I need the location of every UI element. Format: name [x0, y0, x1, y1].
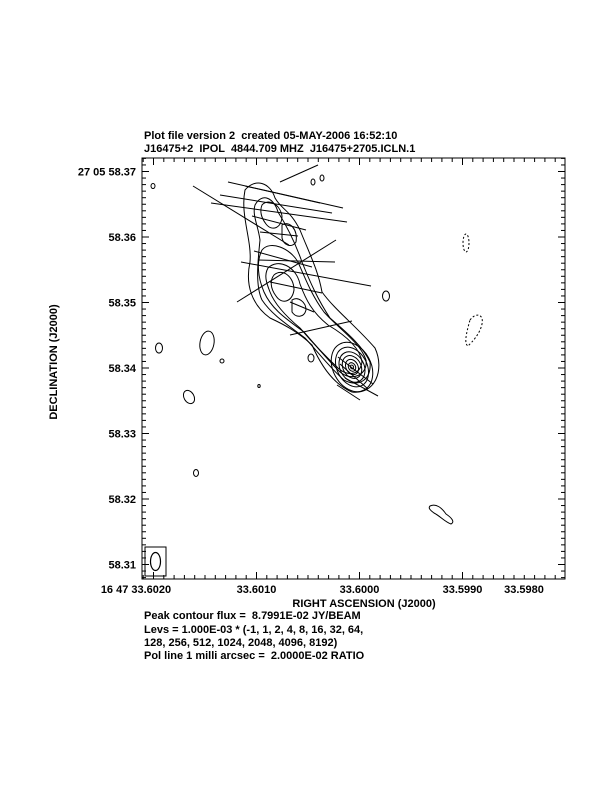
contour-level-5: [270, 271, 295, 302]
y-tick-label: 58.32: [108, 494, 136, 506]
y-tick-label: 58.35: [108, 298, 136, 310]
y-tick-label: 27 05 58.37: [78, 167, 136, 179]
contour-level-4: [265, 263, 363, 374]
peak-flux-text: Peak contour flux = 8.7991E-02 JY/BEAM: [144, 610, 361, 622]
core-contour-2: [334, 346, 370, 388]
contour-level-2: [253, 197, 371, 384]
core-contour-4: [341, 355, 363, 379]
contour-levels-text-2: 128, 256, 512, 1024, 2048, 4096, 8192): [144, 637, 338, 649]
negative-contours: [462, 233, 483, 347]
contour-levels-text-1: Levs = 1.000E-03 * (-1, 1, 2, 4, 8, 16, …: [144, 624, 364, 636]
x-tick-label: 16 47 33.6020: [101, 584, 171, 596]
contour-knot-upper: [260, 201, 283, 229]
y-tick-label: 58.31: [108, 560, 136, 572]
contour-level-6: [291, 298, 307, 317]
axis-ticks: [142, 157, 565, 579]
x-axis-label: RIGHT ASCENSION (J2000): [292, 598, 436, 610]
axis-tick-labels: 16 47 33.6020 33.6010 33.6000 33.5990 33.598…: [78, 167, 544, 597]
y-tick-label: 58.33: [108, 429, 136, 441]
y-tick-label: 58.36: [108, 232, 136, 244]
y-axis-label: DECLINATION (J2000): [48, 304, 60, 420]
beam-indicator: [144, 546, 167, 577]
x-tick-label: 33.5990: [443, 584, 483, 596]
x-tick-label: 33.5980: [504, 584, 544, 596]
plot-header-line1: Plot file version 2 created 05-MAY-2006 …: [144, 130, 398, 142]
x-tick-label: 33.6000: [340, 584, 380, 596]
core-contour-6: [347, 362, 357, 372]
pol-line-scale-text: Pol line 1 milli arcsec = 2.0000E-02 RAT…: [144, 650, 365, 662]
noise-contours: [150, 174, 454, 525]
y-tick-label: 58.34: [108, 363, 136, 375]
core-contour-1: [330, 341, 374, 393]
plot-header-line2: J16475+2 IPOL 4844.709 MHZ J16475+2705.I…: [144, 143, 416, 155]
polarization-vectors: [192, 164, 379, 401]
x-tick-label: 33.6010: [237, 584, 277, 596]
